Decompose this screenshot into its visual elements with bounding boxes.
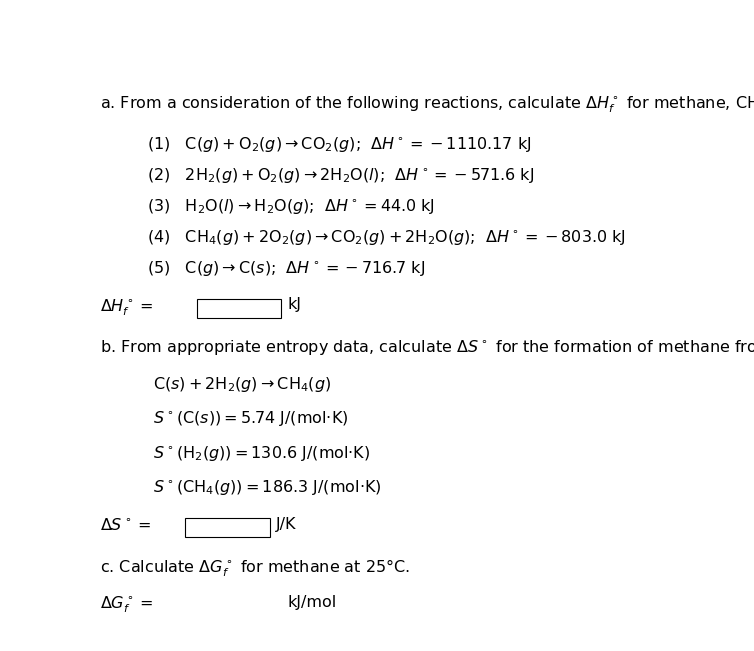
FancyBboxPatch shape — [197, 596, 281, 615]
Text: $S^\circ(\mathrm{C}(s)) = 5.74\ \mathrm{J/(mol{\cdot}K)}$: $S^\circ(\mathrm{C}(s)) = 5.74\ \mathrm{… — [152, 409, 348, 428]
Text: kJ/mol: kJ/mol — [287, 594, 336, 609]
Text: $\Delta G_f^\circ =$: $\Delta G_f^\circ =$ — [100, 594, 153, 615]
Text: (4)   $\mathrm{CH_4}(g) + \mathrm{2O_2}(g) \rightarrow \mathrm{CO_2}(g) + \mathr: (4) $\mathrm{CH_4}(g) + \mathrm{2O_2}(g)… — [147, 228, 626, 247]
Text: $\Delta S^\circ =$: $\Delta S^\circ =$ — [100, 517, 151, 533]
Text: (5)   $\mathrm{C}(g) \rightarrow \mathrm{C}(s)$;  $\Delta H^\circ = -716.7$ kJ: (5) $\mathrm{C}(g) \rightarrow \mathrm{C… — [147, 259, 425, 278]
Text: kJ: kJ — [287, 298, 301, 312]
Text: $S^\circ(\mathrm{H_2}(g)) = 130.6\ \mathrm{J/(mol{\cdot}K)}$: $S^\circ(\mathrm{H_2}(g)) = 130.6\ \math… — [152, 443, 370, 463]
Text: $S^\circ(\mathrm{CH_4}(g)) = 186.3\ \mathrm{J/(mol{\cdot}K)}$: $S^\circ(\mathrm{CH_4}(g)) = 186.3\ \mat… — [152, 478, 382, 497]
Text: a. From a consideration of the following reactions, calculate $\Delta H_f^\circ$: a. From a consideration of the following… — [100, 94, 754, 115]
FancyBboxPatch shape — [197, 299, 281, 318]
Text: b. From appropriate entropy data, calculate $\Delta S^\circ$ for the formation o: b. From appropriate entropy data, calcul… — [100, 338, 754, 357]
Text: J/K: J/K — [275, 517, 296, 532]
Text: (2)   $\mathrm{2H_2}(g) + \mathrm{O_2}(g) \rightarrow \mathrm{2H_2O}(l)$;  $\Del: (2) $\mathrm{2H_2}(g) + \mathrm{O_2}(g) … — [147, 165, 534, 185]
Text: $\Delta H_f^\circ =$: $\Delta H_f^\circ =$ — [100, 298, 153, 318]
Text: (1)   $\mathrm{C}(g) + \mathrm{O_2}(g) \rightarrow \mathrm{CO_2}(g)$;  $\Delta H: (1) $\mathrm{C}(g) + \mathrm{O_2}(g) \ri… — [147, 135, 532, 154]
Text: c. Calculate $\Delta G_f^\circ$ for methane at 25°C.: c. Calculate $\Delta G_f^\circ$ for meth… — [100, 557, 410, 579]
FancyBboxPatch shape — [185, 518, 270, 538]
Text: (3)   $\mathrm{H_2O}(l) \rightarrow \mathrm{H_2O}(g)$;  $\Delta H^\circ = 44.0$ : (3) $\mathrm{H_2O}(l) \rightarrow \mathr… — [147, 197, 435, 215]
Text: $\mathrm{C}(s) + \mathrm{2H_2}(g) \rightarrow \mathrm{CH_4}(g)$: $\mathrm{C}(s) + \mathrm{2H_2}(g) \right… — [152, 375, 331, 394]
